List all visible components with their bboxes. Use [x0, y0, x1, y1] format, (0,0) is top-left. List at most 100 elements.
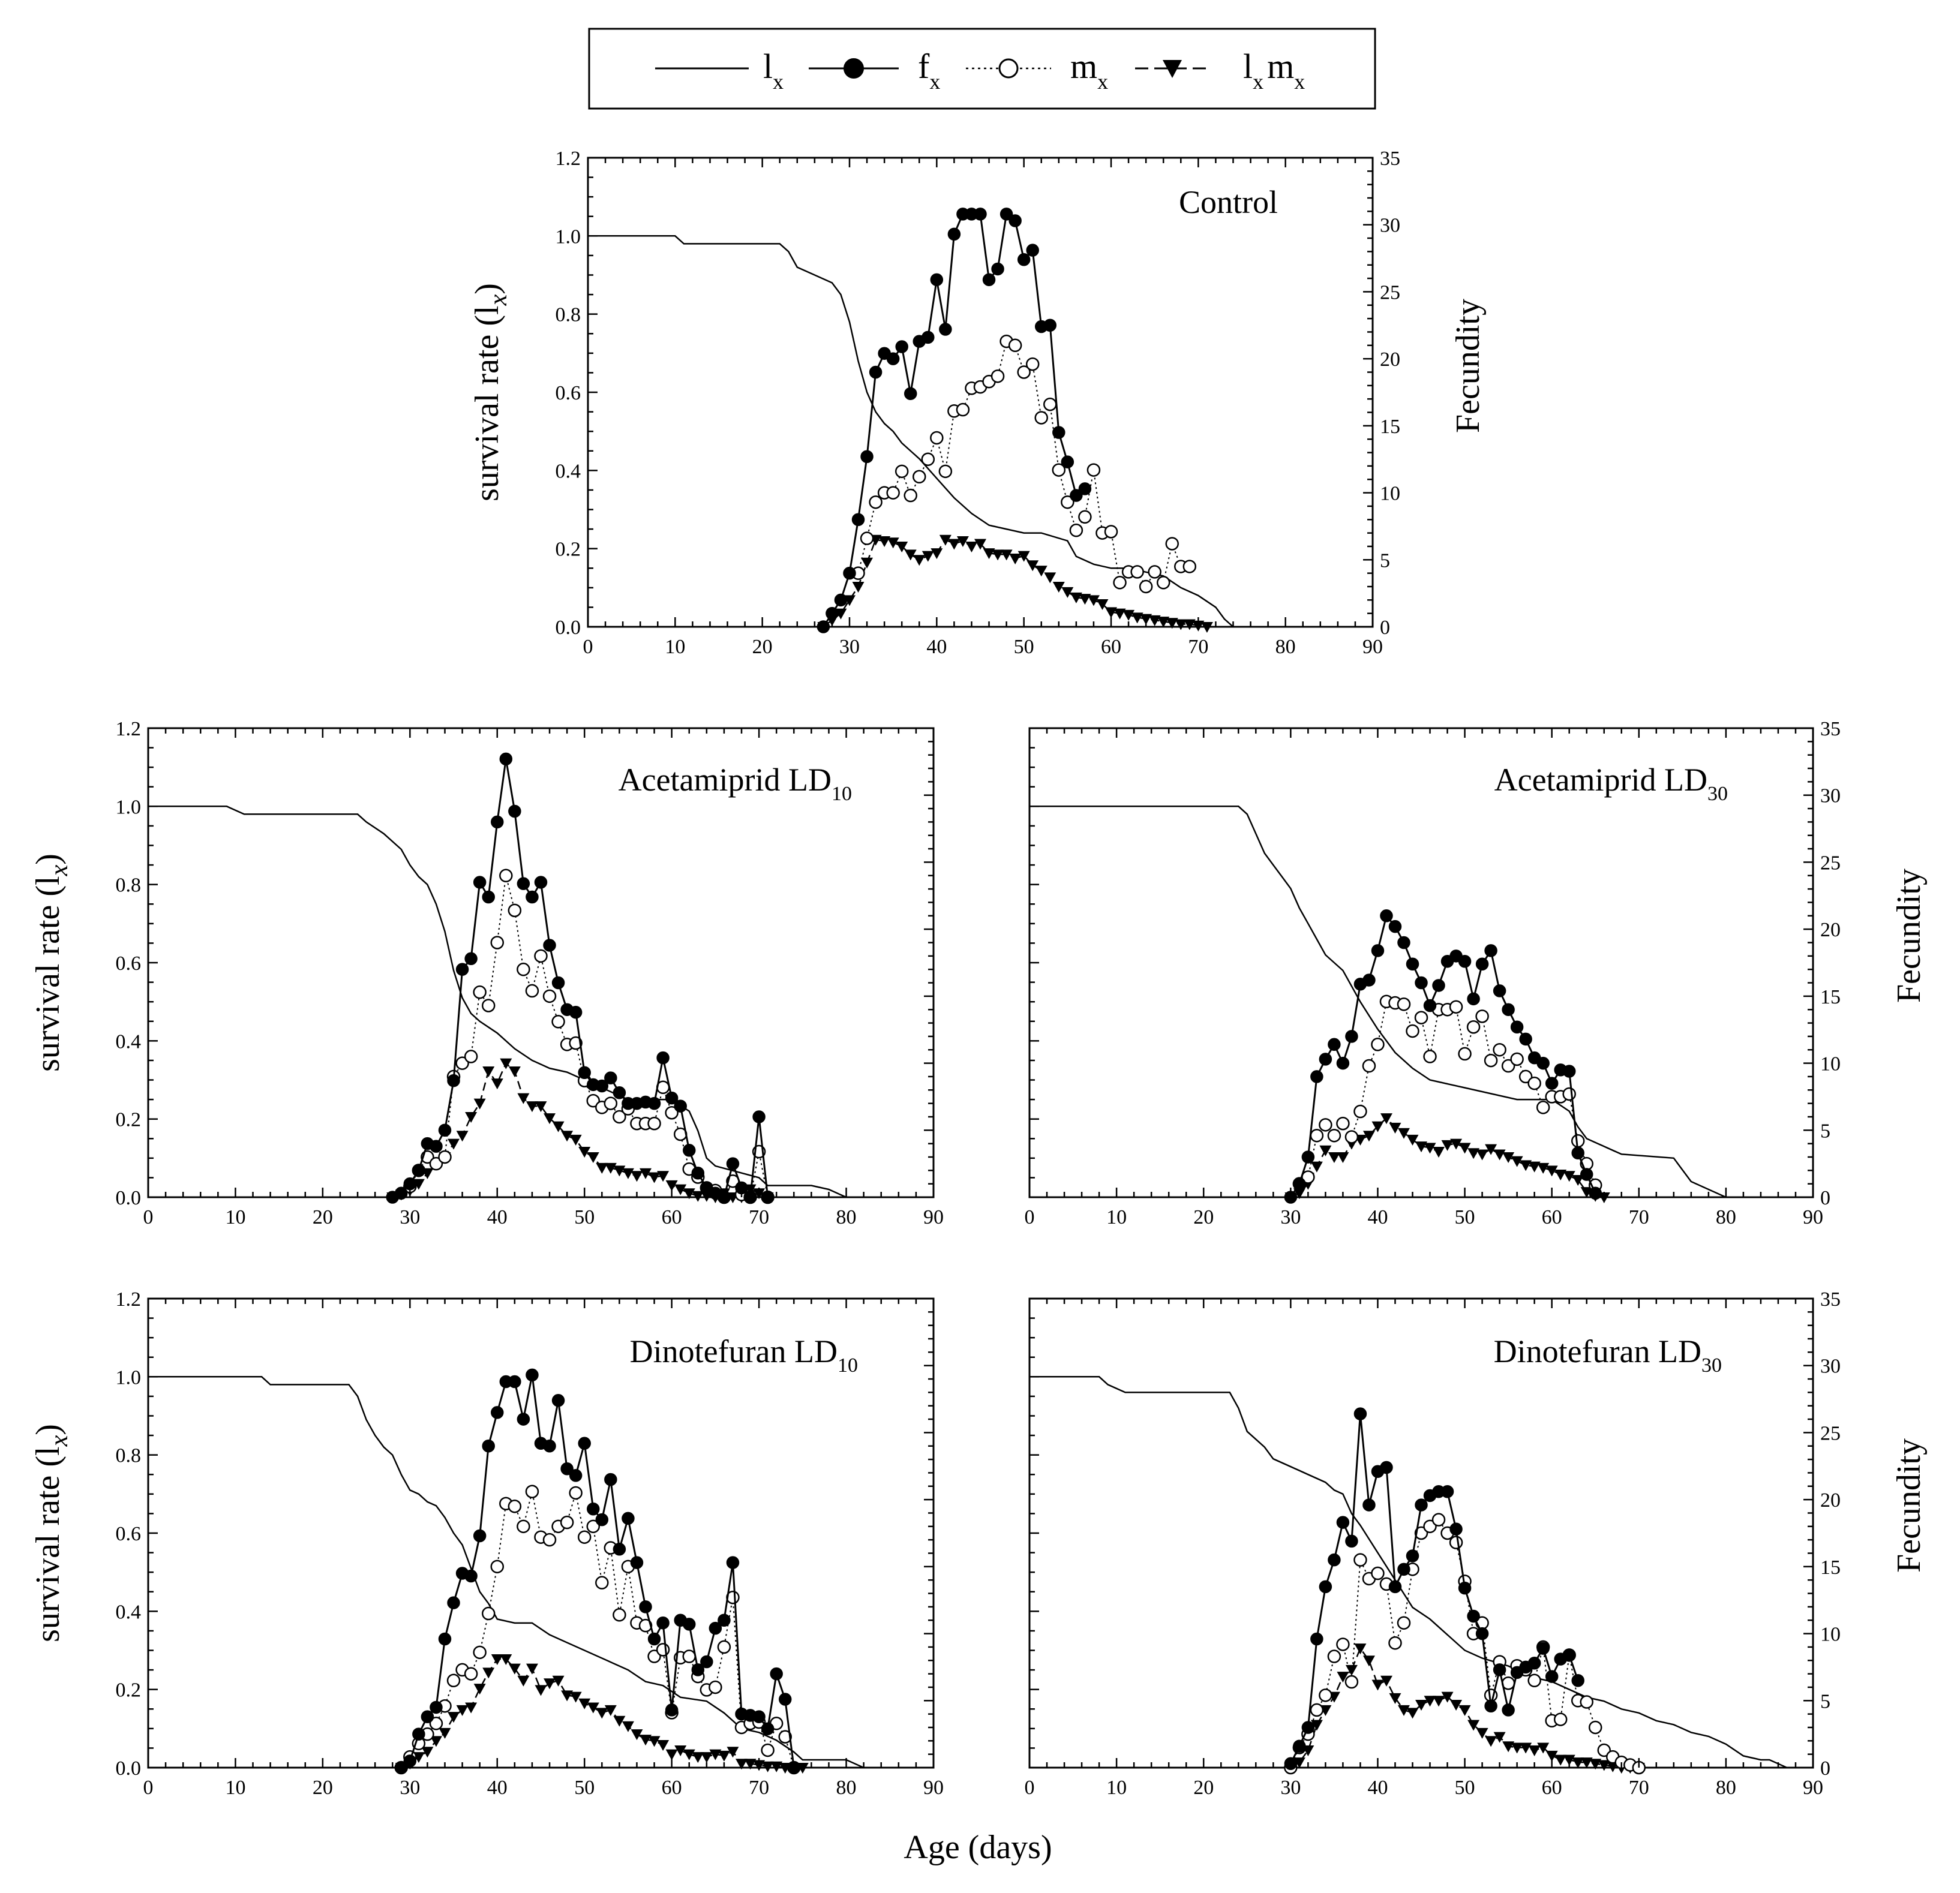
point-fx — [1458, 1581, 1472, 1595]
point-lxmx — [1105, 607, 1117, 618]
point-mx — [508, 903, 522, 918]
point-fx — [438, 1632, 452, 1646]
point-mx — [525, 1485, 539, 1498]
x-tick-label: 50 — [1014, 636, 1034, 658]
point-mx — [1406, 1024, 1419, 1038]
point-mx — [921, 452, 935, 466]
point-fx — [991, 262, 1004, 276]
y-left-tick-label: 0.8 — [116, 1445, 142, 1467]
point-fx — [1345, 1030, 1358, 1043]
point-mx — [1086, 463, 1101, 477]
point-fx — [421, 1710, 434, 1723]
point-mx — [1580, 1695, 1593, 1709]
point-fx — [595, 1513, 609, 1527]
point-lxmx — [913, 555, 926, 566]
point-mx — [1113, 576, 1127, 590]
point-mx — [761, 1743, 775, 1757]
legend-marker-fx — [844, 58, 864, 79]
point-fx — [922, 330, 935, 344]
point-lxmx — [535, 1101, 547, 1113]
point-lxmx — [1572, 1757, 1584, 1769]
y-left-tick-label: 0.6 — [116, 952, 142, 975]
point-mx — [1353, 1104, 1367, 1119]
point-lxmx — [526, 1663, 538, 1675]
y-right-tick-label: 30 — [1380, 215, 1400, 237]
x-tick-label: 90 — [1803, 1206, 1823, 1228]
point-lxmx — [587, 1152, 599, 1163]
legend-label-mx: mx — [1070, 47, 1108, 94]
point-fx — [430, 1700, 443, 1714]
point-lxmx — [578, 1147, 591, 1158]
point-fx — [1406, 1549, 1419, 1563]
point-lxmx — [482, 1066, 495, 1077]
point-mx — [613, 1110, 626, 1124]
point-fx — [1301, 1150, 1315, 1164]
point-lxmx — [1528, 1161, 1541, 1173]
point-fx — [430, 1140, 443, 1153]
y-axis-left-title: survival rate (lx) — [29, 854, 73, 1072]
chart-panel-acetamiprid-ld10: 0 10 20 30 40 50 60 70 80 90 0.0 0.2 0.4 0.6 0.8 1.0 1.2… — [29, 718, 944, 1228]
point-fx — [886, 352, 900, 365]
point-fx — [1415, 976, 1428, 990]
point-fx — [517, 1413, 530, 1426]
y-right-tick-label: 35 — [1380, 148, 1400, 170]
y-right-tick-label: 25 — [1820, 1422, 1841, 1444]
y-axis-right-title: Fecundity — [1890, 1438, 1928, 1573]
point-fx — [438, 1123, 452, 1137]
point-lxmx — [1052, 581, 1065, 593]
point-lxmx — [1415, 1699, 1427, 1711]
point-fx — [1293, 1739, 1306, 1753]
point-fx — [412, 1727, 425, 1741]
point-mx — [1431, 1513, 1446, 1527]
point-fx — [1043, 318, 1057, 332]
point-fx — [1319, 1053, 1332, 1066]
y-left-tick-label: 1.0 — [556, 226, 581, 248]
x-tick-label: 90 — [1803, 1777, 1823, 1799]
point-lxmx — [1406, 1134, 1419, 1146]
point-mx — [709, 1680, 722, 1694]
point-mx — [1319, 1118, 1332, 1132]
x-tick-label: 80 — [836, 1777, 857, 1799]
legend-label-lxmx: lx mx — [1243, 47, 1305, 94]
point-fx — [1052, 426, 1065, 439]
point-fx — [1536, 1056, 1550, 1070]
point-lxmx — [965, 541, 978, 552]
point-lxmx — [956, 536, 969, 548]
point-fx — [482, 890, 495, 904]
x-tick-label: 60 — [1542, 1777, 1562, 1799]
point-mx — [1371, 1566, 1385, 1580]
point-lxmx — [1511, 1156, 1523, 1167]
x-tick-label: 90 — [923, 1777, 944, 1799]
point-fx — [482, 1440, 495, 1453]
point-mx — [499, 869, 513, 883]
point-mx — [490, 1560, 505, 1574]
point-mx — [1327, 1128, 1341, 1143]
point-lxmx — [1017, 551, 1030, 562]
x-tick-label: 60 — [662, 1206, 682, 1228]
point-fx — [447, 1074, 460, 1087]
point-mx — [438, 1150, 452, 1164]
point-lxmx — [1148, 615, 1161, 626]
legend-label-fx: fx — [918, 47, 940, 94]
point-lxmx — [473, 1098, 486, 1110]
point-mx — [508, 1500, 522, 1513]
point-mx — [860, 531, 874, 545]
point-lxmx — [1572, 1174, 1584, 1186]
point-lxmx — [1441, 1140, 1454, 1151]
point-mx — [1319, 1688, 1332, 1702]
point-lxmx — [1183, 619, 1196, 630]
point-fx — [595, 1079, 609, 1093]
point-lxmx — [473, 1684, 486, 1695]
point-mx — [1310, 1128, 1324, 1143]
point-fx — [1475, 957, 1489, 970]
point-lxmx — [491, 1654, 503, 1666]
point-mx — [1344, 1130, 1359, 1144]
point-fx — [395, 1186, 408, 1200]
point-mx — [1414, 1011, 1428, 1024]
point-lxmx — [1044, 572, 1056, 584]
point-mx — [490, 936, 505, 949]
x-tick-label: 50 — [1455, 1206, 1475, 1228]
point-fx — [1502, 1703, 1515, 1717]
